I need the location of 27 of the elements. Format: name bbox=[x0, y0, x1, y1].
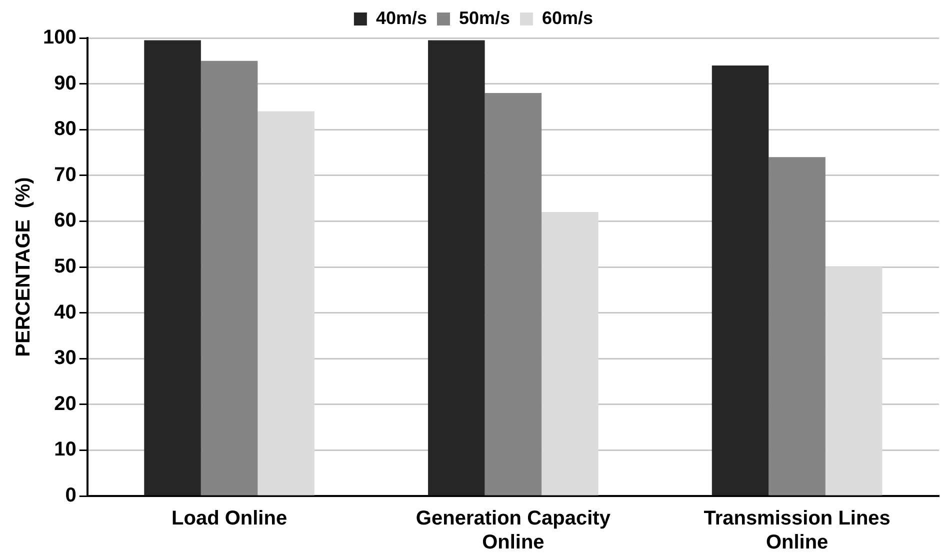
legend-label: 40m/s bbox=[376, 8, 427, 28]
bar bbox=[144, 40, 201, 496]
x-tick-label: Generation Capacity Online bbox=[416, 508, 612, 554]
y-tick-label: 30 bbox=[54, 347, 76, 370]
bar bbox=[200, 60, 258, 496]
bar bbox=[768, 157, 826, 496]
y-tick-label: 20 bbox=[54, 392, 76, 415]
legend-label: 50m/s bbox=[458, 8, 510, 28]
bar bbox=[258, 111, 314, 496]
y-tick-label: 100 bbox=[42, 26, 76, 49]
bar bbox=[542, 212, 598, 496]
y-tick-label: 70 bbox=[54, 164, 76, 186]
y-tick-label: 10 bbox=[54, 438, 76, 461]
y-tick-label: 80 bbox=[54, 118, 76, 140]
y-tick-label: 40 bbox=[54, 301, 76, 324]
legend-label: 60m/s bbox=[542, 8, 594, 28]
bar bbox=[825, 267, 882, 496]
x-tick-label: Load Online bbox=[172, 508, 288, 530]
y-tick-label: 0 bbox=[65, 484, 76, 507]
bar bbox=[484, 92, 542, 496]
bar bbox=[712, 65, 769, 496]
y-tick-label: 60 bbox=[54, 210, 76, 232]
y-axis-title: PERCENTAGE (%) bbox=[12, 177, 35, 357]
bar bbox=[428, 40, 485, 496]
y-tick-label: 90 bbox=[54, 72, 76, 94]
x-tick-label: Transmission Lines Online bbox=[704, 508, 890, 554]
y-tick-label: 50 bbox=[54, 256, 76, 278]
